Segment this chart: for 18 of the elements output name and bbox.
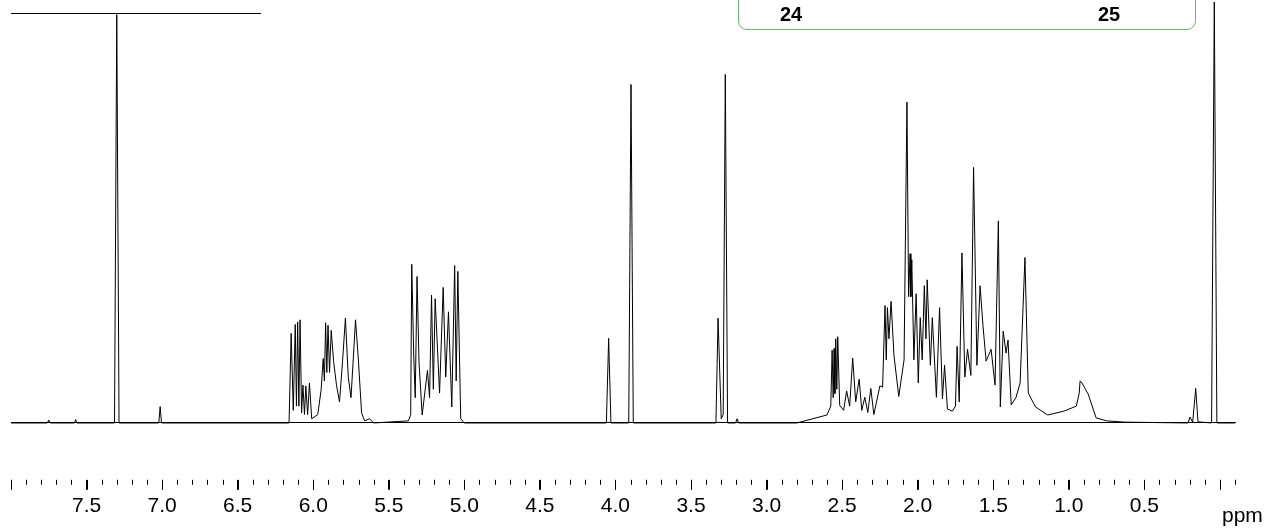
annotation: 25 [1098,2,1121,26]
x-tick-label: 1.5 [978,493,1008,517]
x-tick-label: 7.0 [147,493,177,517]
x-axis-title: ppm [1222,503,1263,527]
x-tick-label: 4.5 [525,493,555,517]
x-tick-label: 6.5 [223,493,253,517]
x-tick-label: 6.0 [298,493,328,517]
x-tick-label: 3.5 [676,493,706,517]
x-tick-label: 5.5 [374,493,404,517]
x-tick-label: 4.0 [600,493,631,517]
x-tick-label: 7.5 [71,493,102,517]
annotation: 24 [780,2,803,26]
x-tick-label: 2.0 [903,493,933,517]
x-tick-label: 0.5 [1129,493,1159,517]
x-tick-label: 3.0 [751,493,782,517]
x-tick-label: 1.0 [1054,493,1084,517]
x-tick-label: 5.0 [449,493,479,517]
x-tick-label: 2.5 [827,493,857,517]
